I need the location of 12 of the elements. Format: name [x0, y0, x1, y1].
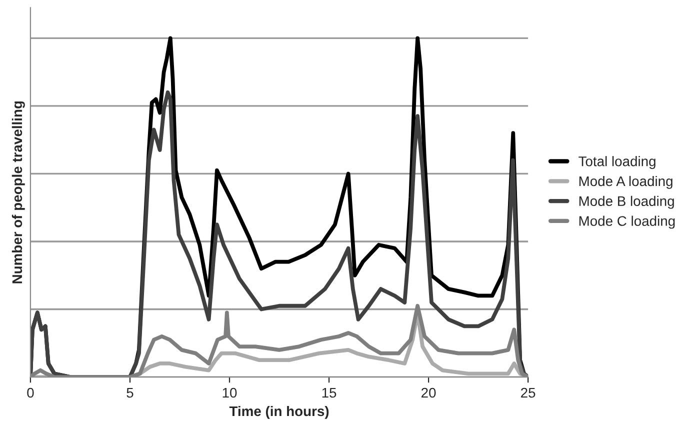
x-tick-label: 25 [521, 388, 536, 398]
y-axis-title: Number of people travelling [12, 101, 25, 284]
legend-label: Mode A loading [579, 176, 672, 189]
x-tick-label: 20 [422, 388, 436, 398]
x-tick-label: 15 [322, 388, 336, 398]
x-tick-label: 10 [222, 388, 237, 398]
x-axis-title: Time (in hours) [229, 406, 329, 419]
x-tick-label: 0 [27, 388, 34, 398]
legend-label: Total loading [578, 156, 656, 169]
legend-label: Mode C loading [579, 216, 675, 229]
legend-label: Mode B loading [579, 196, 674, 209]
x-tick-label: 5 [126, 388, 134, 398]
